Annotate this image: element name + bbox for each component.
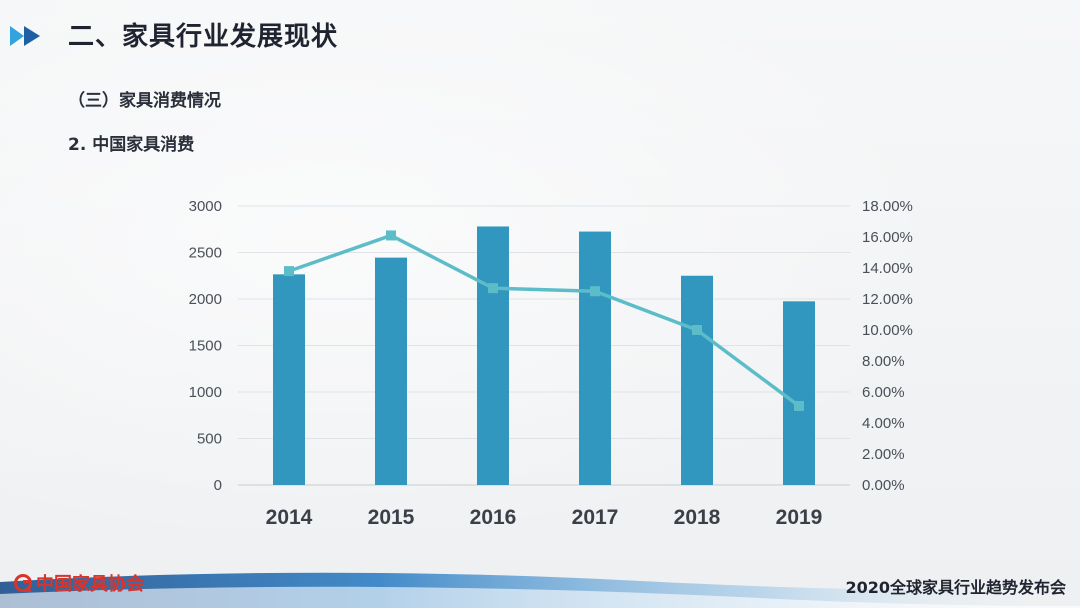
x-tick-label: 2017 (572, 506, 619, 529)
left-tick-label: 2000 (189, 291, 222, 308)
page-title: 二、家具行业发展现状 (68, 22, 339, 52)
left-tick-label: 0 (214, 477, 222, 494)
sub-heading: 2. 中国家具消费 (68, 135, 195, 155)
right-tick-label: 10.00% (862, 322, 913, 339)
growth-line (288, 233, 801, 408)
left-tick-label: 2500 (189, 245, 222, 262)
bar-2016 (477, 226, 509, 485)
bar-2018 (681, 275, 713, 485)
combo-chart: 0 500 1000 1500 2000 2500 3000 0.00% 2.00% 4.00%… (189, 198, 913, 529)
right-tick-label: 14.00% (862, 260, 913, 277)
right-tick-label: 4.00% (862, 415, 905, 432)
event-name: 2020全球家具行业趋势发布会 (845, 578, 1066, 597)
line-point-2016 (488, 283, 498, 294)
left-axis: 0 500 1000 1500 2000 2500 3000 (189, 198, 222, 494)
bar-2014 (273, 274, 305, 485)
left-tick-label: 1000 (189, 384, 222, 401)
bar-2017 (579, 231, 611, 485)
line-point-2014 (284, 266, 294, 277)
bar-2015 (375, 257, 407, 485)
logo-text: 中国家具协会 (36, 574, 144, 595)
right-tick-label: 18.00% (862, 198, 913, 215)
line-point-2015 (386, 230, 396, 241)
section-heading: （三）家具消费情况 (68, 91, 221, 111)
x-tick-label: 2018 (674, 506, 721, 529)
association-logo-icon (14, 574, 32, 592)
right-tick-label: 2.00% (862, 446, 905, 463)
gridlines (238, 205, 850, 486)
line-point-2017 (590, 286, 600, 297)
line-point-2019 (794, 400, 804, 411)
right-tick-label: 6.00% (862, 384, 905, 401)
left-tick-label: 1500 (189, 338, 222, 355)
footer-logo: 中国家具协会 (14, 570, 144, 596)
line-series (284, 230, 804, 411)
left-tick-label: 500 (197, 431, 222, 448)
x-tick-label: 2015 (368, 506, 415, 529)
right-tick-label: 8.00% (862, 353, 905, 370)
line-point-2018 (692, 325, 702, 335)
right-tick-label: 12.00% (862, 291, 913, 308)
footer-wave (0, 572, 1080, 608)
right-tick-label: 16.00% (862, 229, 913, 246)
bar-2019 (783, 301, 815, 485)
x-tick-label: 2019 (776, 506, 823, 529)
left-tick-label: 3000 (189, 198, 222, 215)
x-tick-label: 2014 (266, 506, 313, 529)
bar-series (273, 226, 815, 485)
right-axis: 0.00% 2.00% 4.00% 6.00% 8.00% 10.00% 12.00% 14.… (862, 198, 913, 494)
right-tick-label: 0.00% (862, 477, 905, 494)
x-tick-label: 2016 (470, 506, 517, 529)
double-play-arrow-icon (10, 26, 40, 46)
x-axis: 2014 2015 2016 2017 2018 2019 (266, 506, 823, 529)
